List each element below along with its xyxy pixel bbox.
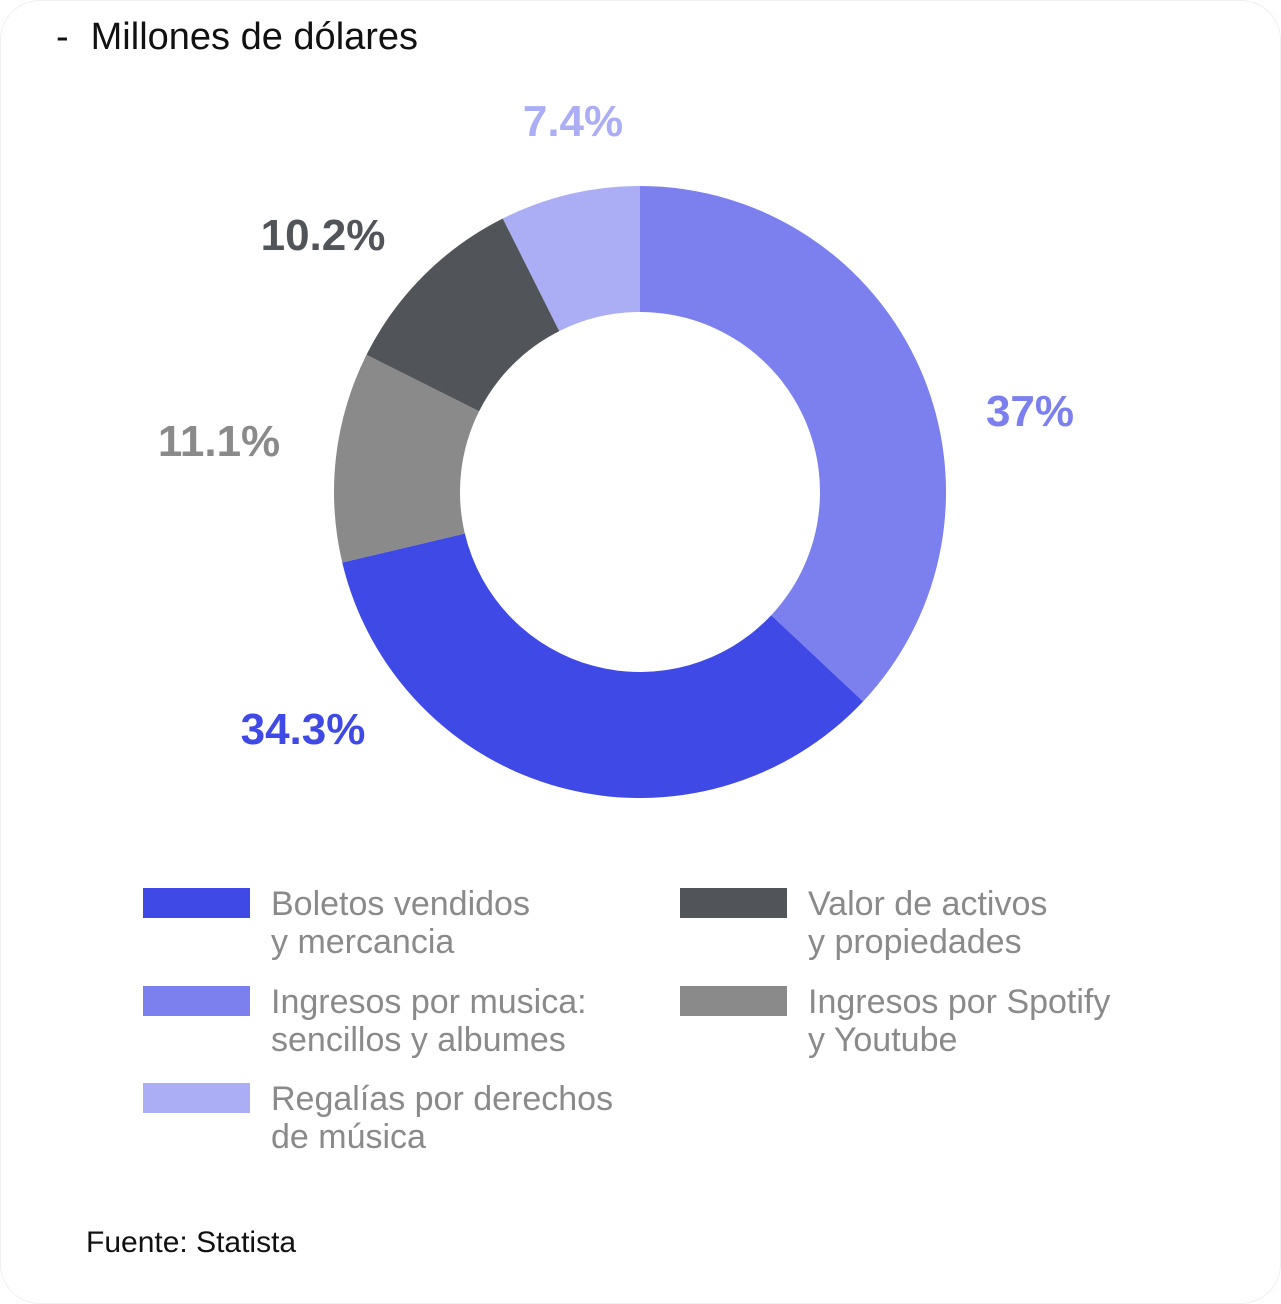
pct-label-boletos: 34.3%: [240, 705, 366, 754]
pct-label-activos: 10.2%: [260, 211, 386, 260]
legend-item-regalias: Regalías por derechos de música: [143, 1080, 631, 1156]
donut-slice-1: [342, 533, 864, 799]
legend-item-boletos: Boletos vendidos y mercancia: [143, 885, 631, 961]
legend-item-activos: Valor de activos y propiedades: [680, 885, 1168, 961]
donut-slice-2: [334, 354, 480, 563]
pct-label-musica: 37%: [985, 387, 1075, 436]
donut-slice-0: [640, 186, 946, 702]
source-note: Fuente: Statista: [86, 1226, 297, 1259]
chart-title: - Millones de dólares: [56, 16, 419, 58]
pct-label-regalias: 7.4%: [522, 97, 624, 146]
legend-swatch: [680, 986, 787, 1016]
legend-swatch: [143, 888, 250, 918]
donut-slice-4: [502, 186, 640, 332]
legend-swatch: [143, 1083, 250, 1113]
legend-item-musica: Ingresos por musica: sencillos y albumes: [143, 983, 631, 1059]
donut-slice-3: [366, 218, 560, 412]
legend-swatch: [143, 986, 250, 1016]
legend-item-spotify: Ingresos por Spotify y Youtube: [680, 983, 1168, 1059]
pct-label-spotify: 11.1%: [157, 417, 281, 466]
legend-swatch: [680, 888, 787, 918]
